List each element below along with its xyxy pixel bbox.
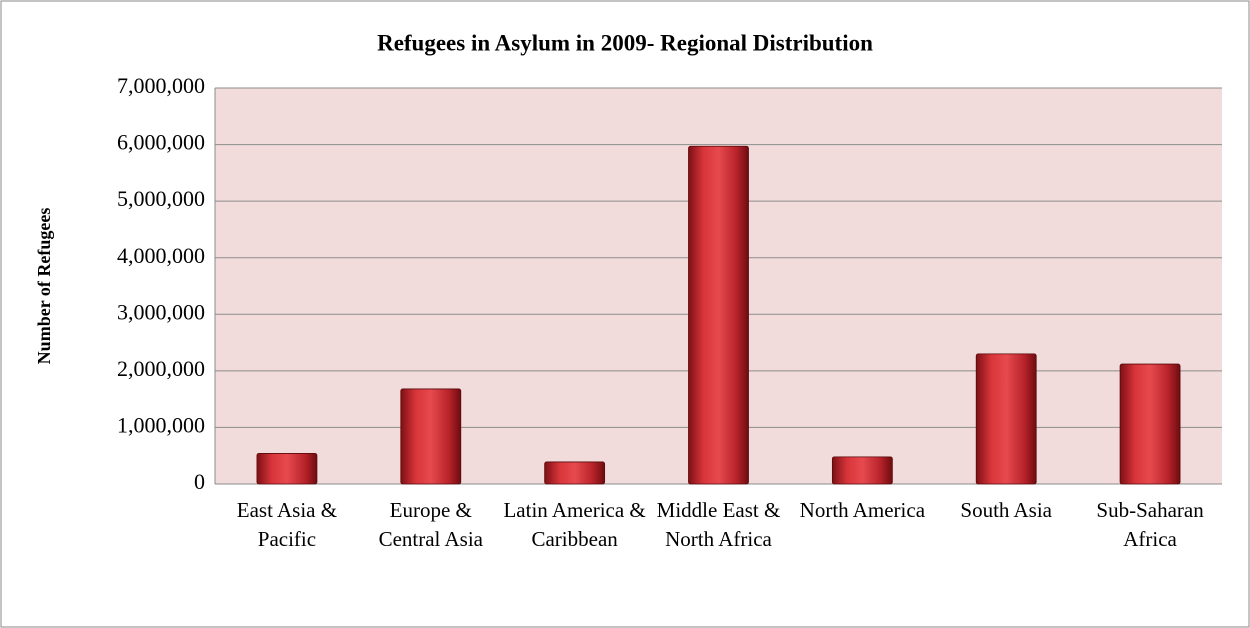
x-tick-label: Latin America & Caribbean [503,498,646,551]
bar [544,461,606,485]
y-tick-label: 4,000,000 [117,243,205,268]
bar [831,456,893,485]
x-tick-label: South Asia [960,498,1052,522]
y-axis-label: Number of Refugees [34,208,54,365]
x-tick-label: Sub-Saharan Africa [1096,498,1204,551]
y-tick-label: 3,000,000 [117,299,205,324]
y-tick-label: 1,000,000 [117,412,205,437]
bar [400,388,462,485]
chart-title: Refugees in Asylum in 2009- Regional Dis… [377,30,873,55]
x-tick-label: Middle East & North Africa [656,498,781,551]
y-tick-label: 6,000,000 [117,130,205,155]
bar [688,145,749,485]
y-tick-label: 7,000,000 [117,73,205,98]
bar [256,453,318,485]
x-tick-label: North America [799,498,926,522]
x-tick-label: Europe & Central Asia [378,498,483,551]
bar [1119,363,1181,485]
y-tick-label: 2,000,000 [117,356,205,381]
y-tick-label: 0 [194,469,205,494]
x-tick-label: East Asia & Pacific [236,498,338,551]
y-tick-label: 5,000,000 [117,186,205,211]
bar [975,353,1037,485]
